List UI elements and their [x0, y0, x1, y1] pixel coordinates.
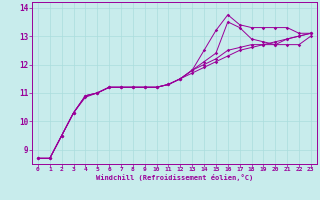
X-axis label: Windchill (Refroidissement éolien,°C): Windchill (Refroidissement éolien,°C) — [96, 174, 253, 181]
